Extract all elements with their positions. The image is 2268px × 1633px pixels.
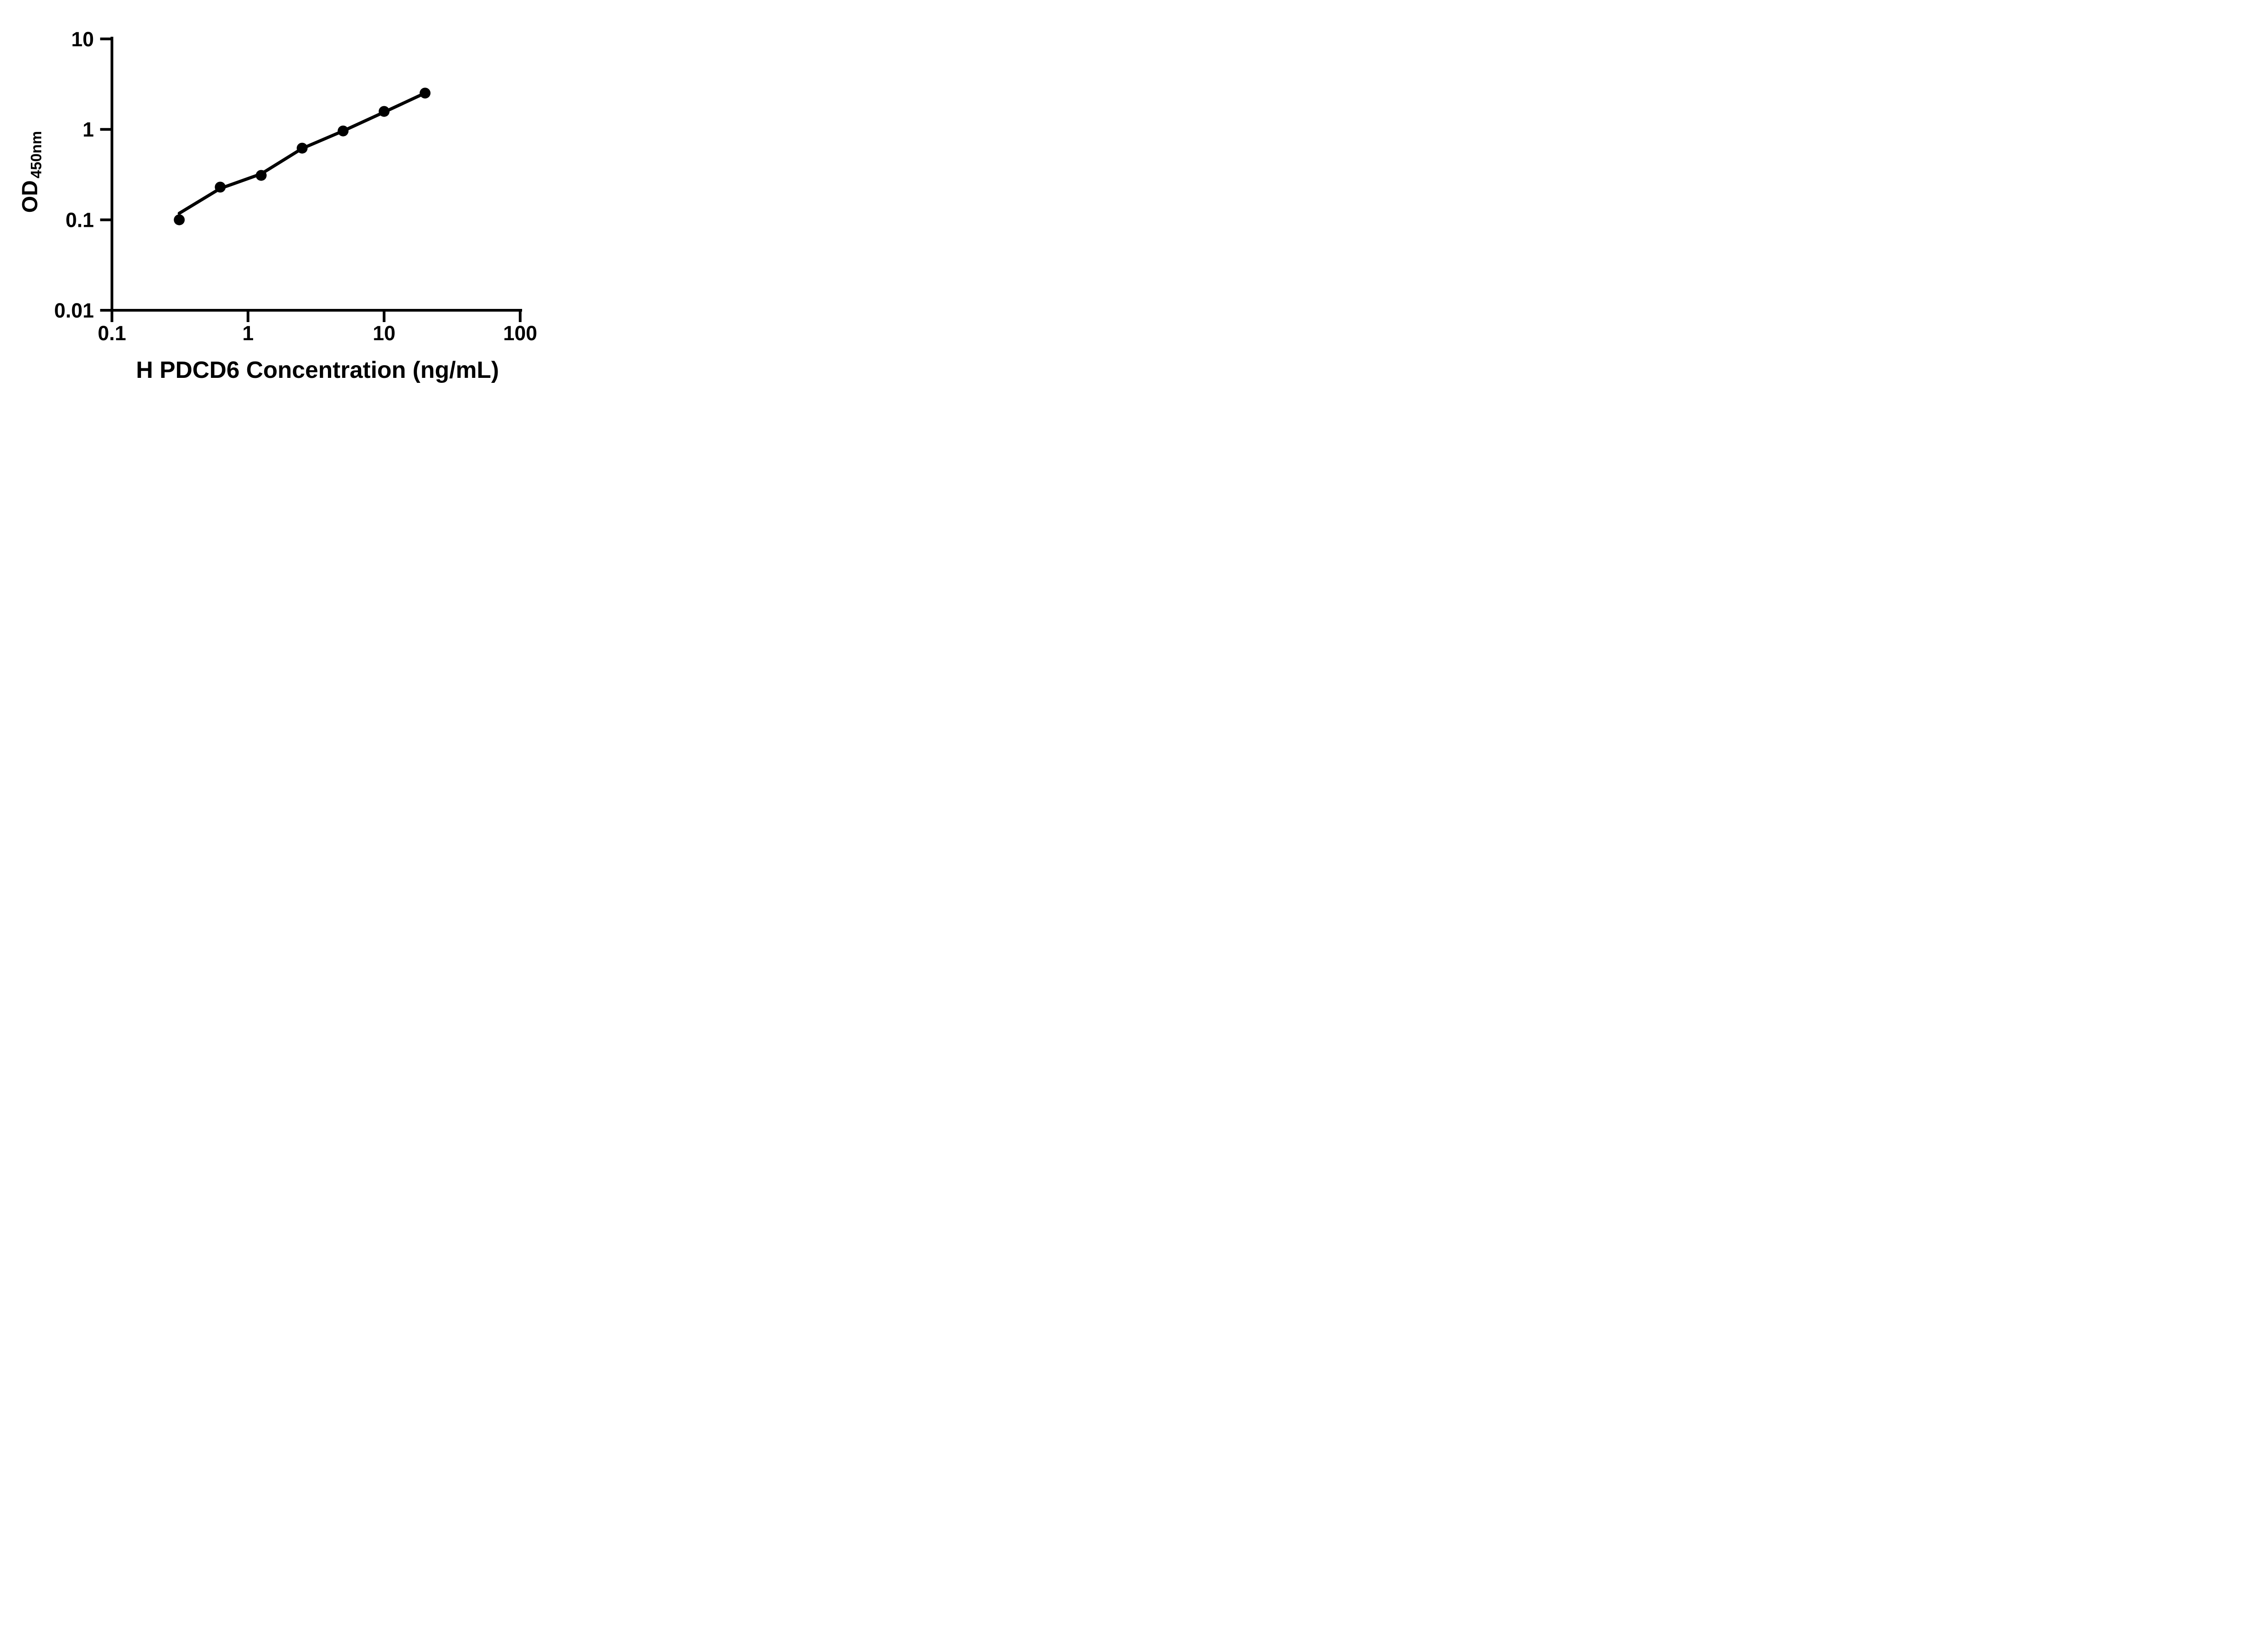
x-axis-title: H PDCD6 Concentration (ng/mL) (136, 357, 499, 383)
x-tick-label: 0.1 (98, 322, 126, 345)
data-point (297, 142, 308, 154)
y-axis-title: OD 450nm (18, 131, 44, 213)
elisa-standard-curve-figure: 0.1 1 10 100 10 1 0.1 0.01 H PDCD6 Concentratio… (0, 0, 583, 408)
data-point (378, 106, 390, 117)
x-tick-label: 100 (503, 322, 537, 345)
data-point (255, 170, 267, 181)
y-tick-label: 10 (71, 28, 94, 51)
y-tick-label: 0.1 (65, 209, 94, 232)
data-series (174, 88, 431, 225)
axis-lines (110, 37, 522, 312)
y-axis-title-sub: 450nm (28, 131, 44, 179)
y-axis-title-main: OD (18, 180, 42, 213)
x-tick-label: 1 (242, 322, 254, 345)
x-tick-label: 10 (373, 322, 396, 345)
axis-ticks (100, 37, 522, 322)
y-tick-label: 1 (83, 118, 94, 141)
data-point (174, 214, 185, 225)
data-point (337, 125, 349, 137)
y-tick-label: 0.01 (54, 299, 94, 322)
data-point (420, 88, 431, 99)
data-point (215, 181, 226, 193)
